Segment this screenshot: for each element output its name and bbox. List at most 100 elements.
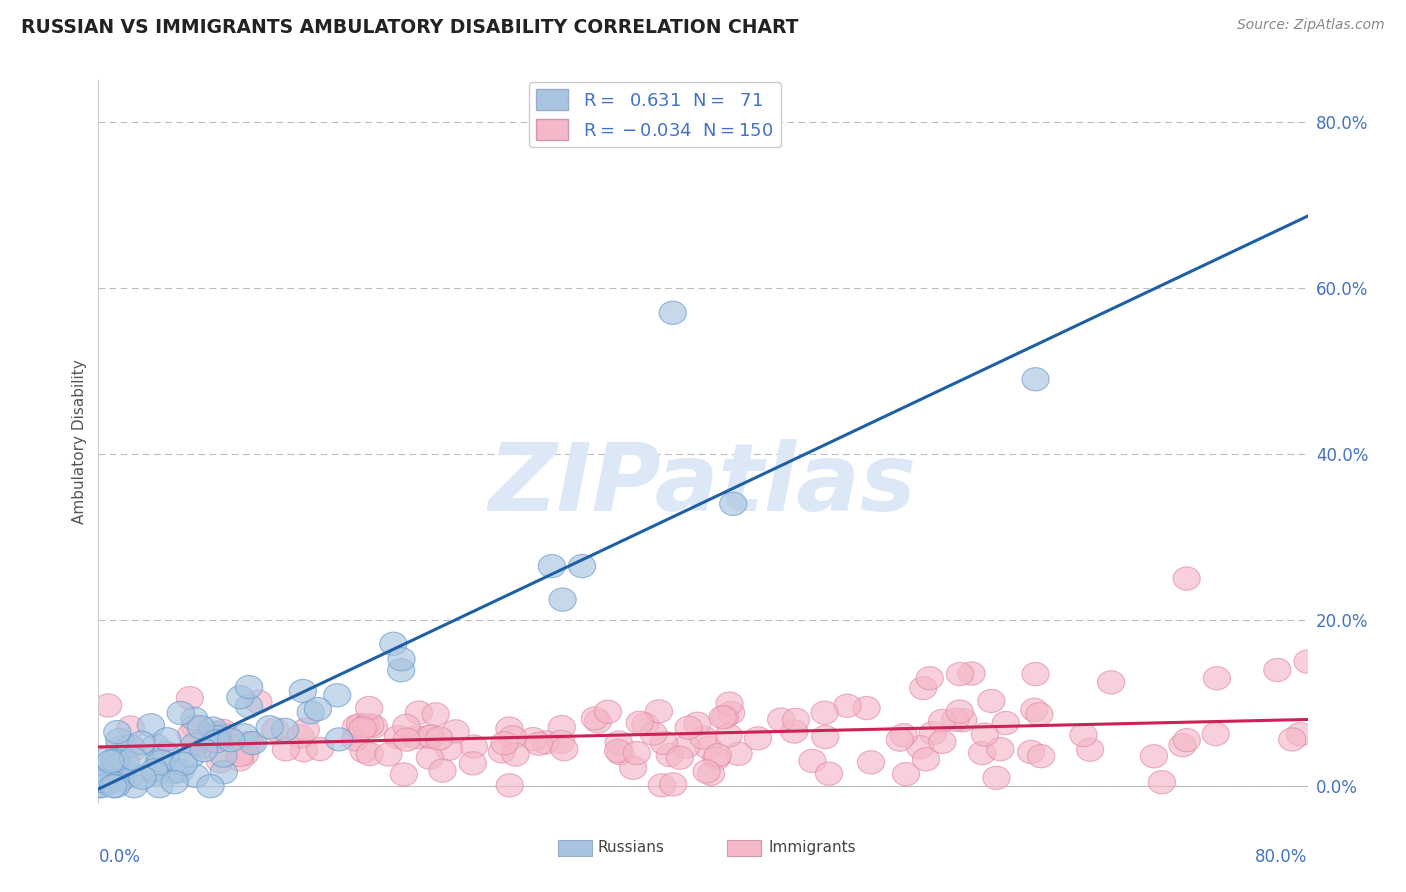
Ellipse shape <box>384 725 412 749</box>
Ellipse shape <box>120 747 146 770</box>
Ellipse shape <box>768 708 794 731</box>
Ellipse shape <box>104 721 131 744</box>
Ellipse shape <box>1022 368 1049 391</box>
Ellipse shape <box>697 762 724 786</box>
Text: Russians: Russians <box>598 840 665 855</box>
Ellipse shape <box>392 714 420 738</box>
Ellipse shape <box>648 773 675 797</box>
Ellipse shape <box>153 741 180 764</box>
Ellipse shape <box>209 719 236 742</box>
Ellipse shape <box>689 726 717 749</box>
Ellipse shape <box>659 772 686 796</box>
Ellipse shape <box>623 741 651 764</box>
Ellipse shape <box>394 728 420 751</box>
Ellipse shape <box>683 712 711 735</box>
Text: Immigrants: Immigrants <box>768 840 856 855</box>
Ellipse shape <box>181 733 208 756</box>
Ellipse shape <box>100 774 127 797</box>
Ellipse shape <box>780 720 808 743</box>
Ellipse shape <box>245 690 271 714</box>
Ellipse shape <box>226 747 253 771</box>
Ellipse shape <box>1140 745 1167 768</box>
Ellipse shape <box>987 738 1014 761</box>
Ellipse shape <box>181 764 209 788</box>
Ellipse shape <box>160 761 188 784</box>
Ellipse shape <box>375 743 402 766</box>
Ellipse shape <box>271 718 298 741</box>
FancyBboxPatch shape <box>727 839 761 855</box>
Ellipse shape <box>972 723 998 747</box>
Ellipse shape <box>605 739 631 763</box>
Ellipse shape <box>502 743 529 766</box>
Ellipse shape <box>107 741 135 764</box>
Ellipse shape <box>181 715 208 739</box>
Ellipse shape <box>620 756 647 780</box>
Ellipse shape <box>703 747 730 770</box>
Ellipse shape <box>949 708 977 731</box>
Ellipse shape <box>209 761 238 784</box>
Text: RUSSIAN VS IMMIGRANTS AMBULATORY DISABILITY CORRELATION CHART: RUSSIAN VS IMMIGRANTS AMBULATORY DISABIL… <box>21 18 799 37</box>
Ellipse shape <box>197 774 224 797</box>
Ellipse shape <box>716 724 742 747</box>
Ellipse shape <box>815 762 842 785</box>
Ellipse shape <box>910 676 936 699</box>
Ellipse shape <box>983 766 1010 789</box>
Ellipse shape <box>811 701 838 724</box>
Ellipse shape <box>402 725 430 748</box>
Ellipse shape <box>811 725 839 748</box>
Ellipse shape <box>595 700 621 723</box>
Ellipse shape <box>799 749 825 772</box>
Ellipse shape <box>167 701 194 724</box>
Ellipse shape <box>1202 723 1229 746</box>
Ellipse shape <box>1070 723 1097 747</box>
Ellipse shape <box>117 716 145 739</box>
Ellipse shape <box>120 763 146 786</box>
Ellipse shape <box>526 732 553 756</box>
Ellipse shape <box>262 718 288 741</box>
Ellipse shape <box>659 301 686 325</box>
Ellipse shape <box>187 715 215 739</box>
Ellipse shape <box>499 726 526 749</box>
Ellipse shape <box>87 774 114 797</box>
Ellipse shape <box>94 747 121 770</box>
Ellipse shape <box>640 722 668 745</box>
Ellipse shape <box>256 715 283 739</box>
Ellipse shape <box>1077 738 1104 762</box>
Ellipse shape <box>1278 728 1306 751</box>
Ellipse shape <box>890 723 917 747</box>
Ellipse shape <box>226 686 254 709</box>
Ellipse shape <box>112 751 139 774</box>
Ellipse shape <box>105 729 132 752</box>
Ellipse shape <box>1022 663 1049 686</box>
Ellipse shape <box>391 763 418 786</box>
Ellipse shape <box>1028 745 1054 768</box>
Ellipse shape <box>128 731 155 755</box>
Ellipse shape <box>232 742 259 765</box>
Ellipse shape <box>307 738 333 761</box>
Ellipse shape <box>350 739 377 763</box>
Ellipse shape <box>496 773 523 797</box>
Ellipse shape <box>607 741 634 765</box>
Ellipse shape <box>585 710 612 733</box>
Ellipse shape <box>1173 567 1201 591</box>
Ellipse shape <box>969 741 995 764</box>
Ellipse shape <box>357 714 384 737</box>
Ellipse shape <box>380 632 406 656</box>
Ellipse shape <box>117 734 145 757</box>
Ellipse shape <box>1204 666 1230 690</box>
Ellipse shape <box>146 774 173 797</box>
Ellipse shape <box>1264 658 1291 681</box>
Ellipse shape <box>146 748 173 772</box>
Ellipse shape <box>188 723 217 746</box>
Ellipse shape <box>388 658 415 681</box>
Ellipse shape <box>107 769 135 792</box>
Ellipse shape <box>547 731 575 754</box>
Ellipse shape <box>488 739 516 763</box>
Ellipse shape <box>200 717 226 740</box>
Ellipse shape <box>105 737 132 760</box>
Ellipse shape <box>233 731 262 755</box>
Ellipse shape <box>1026 703 1053 726</box>
Ellipse shape <box>179 744 205 767</box>
FancyBboxPatch shape <box>558 839 592 855</box>
Ellipse shape <box>1168 733 1197 756</box>
